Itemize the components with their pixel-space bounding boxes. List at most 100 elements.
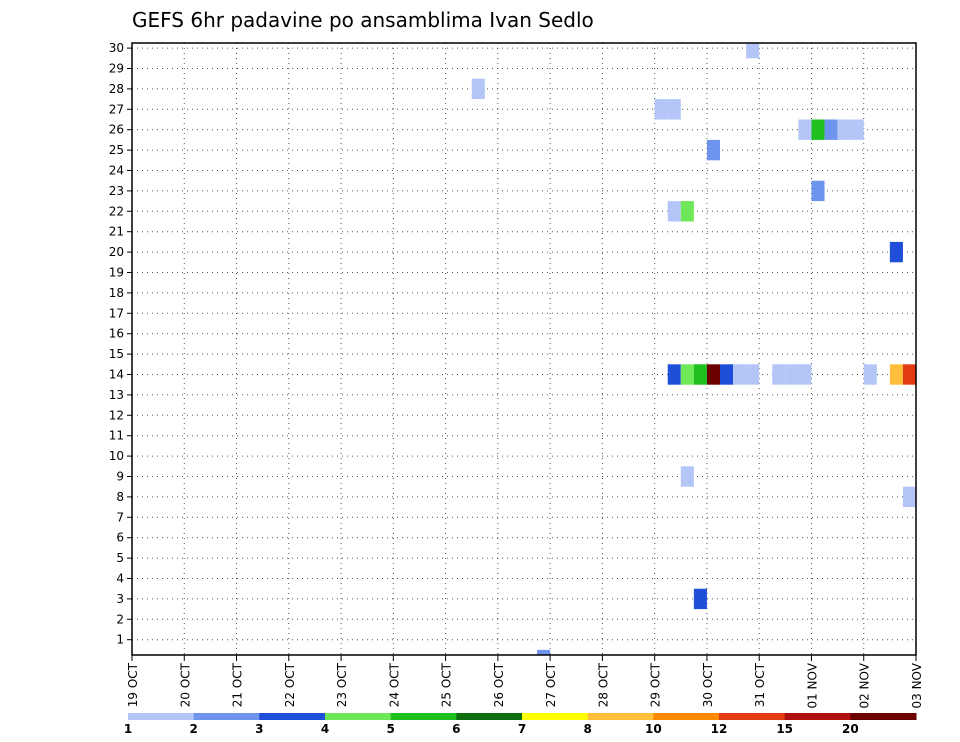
precip-cell: [811, 180, 825, 202]
y-tick-label: 16: [109, 327, 124, 341]
y-tick-label: 3: [116, 592, 124, 606]
precip-cell: [537, 649, 551, 655]
colorbar-swatch: [390, 713, 457, 720]
precip-cell: [693, 588, 707, 610]
precip-cell: [850, 119, 864, 140]
precip-cell: [667, 99, 681, 120]
precip-cell: [680, 201, 694, 222]
colorbar-label: 6: [452, 722, 460, 736]
precip-cell: [667, 364, 681, 385]
precip-cell: [798, 364, 812, 385]
x-tick-label: 22 OCT: [283, 662, 297, 707]
y-tick-label: 28: [109, 82, 124, 96]
colorbar-swatch: [193, 713, 260, 720]
y-tick-label: 2: [116, 612, 124, 626]
precip-cell: [798, 119, 812, 140]
colorbar-label: 10: [645, 722, 662, 736]
x-tick-label: 30 OCT: [701, 662, 715, 707]
precip-cell: [667, 201, 681, 222]
y-tick-label: 17: [109, 306, 124, 320]
precip-cell: [733, 364, 747, 385]
y-tick-label: 13: [109, 388, 124, 402]
x-tick-label: 21 OCT: [231, 662, 245, 707]
y-tick-label: 22: [109, 204, 124, 218]
y-tick-label: 9: [116, 470, 124, 484]
x-tick-label: 02 NOV: [858, 662, 872, 708]
precip-cell: [693, 364, 707, 385]
colorbar-swatch: [522, 713, 589, 720]
precip-cell: [785, 364, 799, 385]
colorbar-label: 3: [255, 722, 263, 736]
colorbar-label: 15: [776, 722, 793, 736]
precip-cell: [746, 364, 760, 385]
x-tick-label: 27 OCT: [544, 662, 558, 707]
colorbar-swatch: [128, 713, 195, 720]
x-tick-label: 03 NOV: [910, 662, 924, 708]
y-tick-label: 19: [109, 266, 124, 280]
x-tick-label: 01 NOV: [805, 662, 819, 708]
x-tick-label: 29 OCT: [649, 662, 663, 707]
y-tick-label: 18: [109, 286, 124, 300]
y-tick-label: 21: [109, 225, 124, 239]
colorbar-swatch: [653, 713, 720, 720]
x-tick-label: 20 OCT: [178, 662, 192, 707]
y-axis-ticks: 1234567891011121314151617181920212223242…: [109, 41, 132, 647]
colorbar-swatch: [850, 713, 917, 720]
precip-cell: [706, 364, 720, 385]
precip-cell: [824, 119, 838, 140]
x-tick-label: 31 OCT: [753, 662, 767, 707]
y-tick-label: 1: [116, 633, 124, 647]
y-tick-label: 8: [116, 490, 124, 504]
x-tick-label: 23 OCT: [335, 662, 349, 707]
y-tick-label: 15: [109, 347, 124, 361]
precip-cells: [471, 43, 916, 655]
precip-cell: [680, 364, 694, 385]
y-tick-label: 14: [109, 368, 124, 382]
y-tick-label: 5: [116, 551, 124, 565]
colorbar-swatch: [784, 713, 851, 720]
y-tick-label: 27: [109, 102, 124, 116]
x-tick-label: 25 OCT: [440, 662, 454, 707]
y-tick-label: 30: [109, 41, 124, 55]
y-tick-label: 29: [109, 62, 124, 76]
precip-cell: [863, 364, 877, 385]
colorbar-label: 4: [321, 722, 329, 736]
precip-cell: [902, 486, 916, 508]
chart-title: GEFS 6hr padavine po ansamblima Ivan Sed…: [132, 8, 594, 32]
colorbar-label: 8: [583, 722, 591, 736]
precip-cell: [772, 364, 786, 385]
colorbar-swatch: [325, 713, 392, 720]
precip-cell: [720, 364, 734, 385]
x-tick-label: 26 OCT: [492, 662, 506, 707]
y-tick-label: 26: [109, 123, 124, 137]
colorbar: 1 2 3 4 5 6 7 8 10 12 15 20: [124, 713, 917, 736]
y-tick-label: 20: [109, 245, 124, 259]
precip-cell: [471, 78, 485, 100]
precip-cell: [811, 119, 825, 140]
precip-cell: [902, 364, 916, 385]
precip-cell: [654, 99, 668, 120]
y-tick-label: 24: [109, 164, 124, 178]
colorbar-label: 2: [189, 722, 197, 736]
precip-cell: [680, 466, 694, 487]
precip-cell: [889, 364, 903, 385]
y-tick-label: 23: [109, 184, 124, 198]
colorbar-label: 1: [124, 722, 132, 736]
y-tick-label: 7: [116, 510, 124, 524]
colorbar-swatch: [456, 713, 523, 720]
x-tick-label: 28 OCT: [596, 662, 610, 707]
colorbar-swatch: [259, 713, 326, 720]
colorbar-swatch: [719, 713, 786, 720]
colorbar-label: 20: [842, 722, 859, 736]
colorbar-label: 7: [518, 722, 526, 736]
y-tick-label: 10: [109, 449, 124, 463]
y-tick-label: 4: [116, 572, 124, 586]
y-tick-label: 25: [109, 143, 124, 157]
precip-cell: [746, 43, 760, 59]
colorbar-label: 12: [711, 722, 728, 736]
x-tick-label: 24 OCT: [387, 662, 401, 707]
x-axis-ticks: 19 OCT 20 OCT 21 OCT 22 OCT 23 OCT 24 OCT 25 O…: [126, 655, 924, 709]
precip-cell: [837, 119, 851, 140]
x-tick-label: 19 OCT: [126, 662, 140, 707]
